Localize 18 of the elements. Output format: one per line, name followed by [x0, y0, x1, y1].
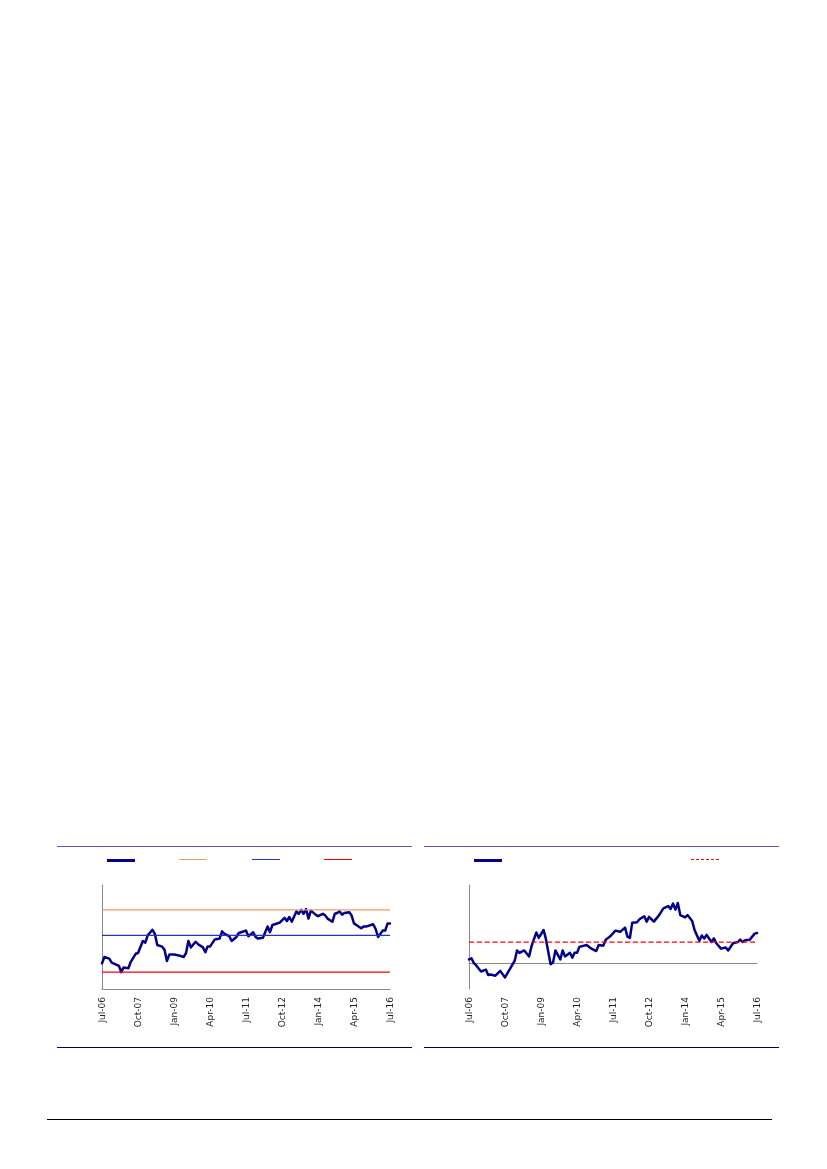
- x-tick-label: Oct-12: [277, 997, 288, 1028]
- x-tick-label: Jul-16: [752, 996, 762, 1024]
- x-tick-label: Apr-10: [205, 996, 216, 1027]
- x-tick-label: Jan-09: [169, 996, 180, 1027]
- x-tick-label: Jul-06: [464, 996, 474, 1024]
- x-tick-label: Jan-14: [680, 996, 691, 1027]
- x-tick-label: Apr-15: [715, 997, 726, 1027]
- x-tick-label: Apr-10: [572, 996, 583, 1027]
- x-tick-label: Apr-15: [348, 997, 359, 1027]
- x-tick-label: Oct-12: [644, 997, 655, 1028]
- x-tick-label: Jan-14: [313, 996, 324, 1027]
- x-tick-label: Oct-07: [133, 997, 144, 1028]
- x-tick-label: Jan-09: [536, 996, 547, 1027]
- x-tick-label: Jul-11: [240, 997, 251, 1024]
- x-tick-label: Jul-06: [97, 996, 107, 1024]
- x-tick-label: Jul-16: [385, 996, 395, 1024]
- x-tick-label: Oct-07: [500, 997, 511, 1028]
- x-tick-label: Jul-11: [607, 997, 618, 1024]
